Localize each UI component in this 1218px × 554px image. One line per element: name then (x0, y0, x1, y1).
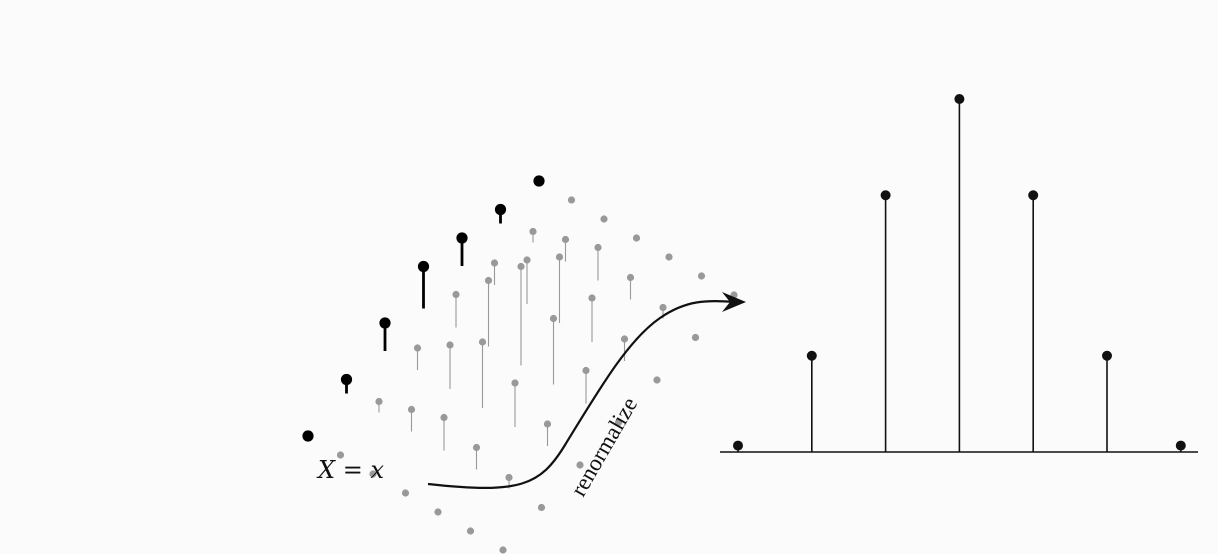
joint-slice-stem (379, 317, 391, 351)
joint-stem (369, 470, 377, 478)
joint-stem (653, 376, 661, 384)
joint-stem (697, 272, 706, 280)
joint-slice-stem (302, 430, 314, 442)
joint-stem (446, 341, 454, 389)
joint-stem (401, 489, 410, 497)
conditional-stem (954, 94, 965, 452)
joint-stem (600, 215, 608, 223)
joint-slice-stem (456, 232, 468, 266)
joint-stem (472, 443, 481, 470)
conditional-stem (733, 440, 743, 452)
conditional-stem-point (1102, 350, 1112, 361)
joint-stem (434, 508, 442, 516)
conditional-stem (806, 350, 817, 452)
conditional-stem-point (954, 94, 965, 104)
joint-stem (691, 333, 700, 342)
conditional-stem (880, 190, 891, 452)
joint-stem (375, 397, 383, 413)
conditional-stem (1028, 190, 1039, 452)
joint-slice-stem (533, 175, 545, 187)
renormalize-arrow-curve (427, 300, 737, 489)
joint-slice-stem (417, 260, 430, 309)
joint-stem (632, 234, 641, 242)
joint-distribution-highlighted-slice (302, 175, 545, 442)
joint-stem (452, 290, 460, 328)
renormalize-arrow (427, 292, 746, 489)
joint-stem (537, 503, 546, 512)
renormalize-arrowhead (722, 292, 746, 312)
joint-stem (440, 413, 448, 451)
joint-stem (594, 243, 602, 281)
conditional-stem-point (1175, 440, 1186, 451)
renormalize-label: renormalize (566, 393, 643, 501)
conditional-stem-point (733, 440, 743, 451)
joint-stem (561, 235, 570, 262)
joint-stem (484, 276, 493, 347)
joint-stem (523, 256, 531, 304)
joint-stem (543, 420, 552, 446)
joint-stem (626, 273, 635, 300)
joint-stem (407, 405, 416, 432)
joint-distribution-background-stems (336, 196, 738, 554)
joint-stem (499, 546, 507, 554)
joint-stem (567, 196, 576, 204)
conditional-stem-point (880, 190, 891, 201)
joint-stem (620, 335, 629, 361)
joint-stem (614, 418, 623, 427)
conditional-stem (1102, 350, 1112, 452)
joint-stem (588, 294, 596, 342)
joint-slice-stem (340, 373, 353, 394)
joint-stem (555, 253, 564, 323)
joint-stem (466, 527, 475, 535)
condition-label: X = x (316, 456, 384, 484)
joint-stem (511, 379, 519, 427)
conditional-stem (1175, 440, 1186, 452)
joint-stem (517, 262, 525, 366)
joint-stem (413, 344, 422, 370)
joint-stem (549, 314, 558, 385)
joint-stem (529, 227, 537, 243)
conditional-distribution-chart (720, 94, 1198, 453)
joint-stem (576, 461, 584, 469)
joint-slice-stem (494, 203, 507, 224)
joint-stem (490, 259, 499, 285)
joint-stem (665, 253, 673, 261)
conditional-stem-point (1028, 190, 1039, 201)
joint-stem (478, 338, 487, 408)
joint-stem (582, 366, 590, 404)
conditional-stem-point (806, 350, 817, 361)
joint-stem (336, 451, 345, 459)
